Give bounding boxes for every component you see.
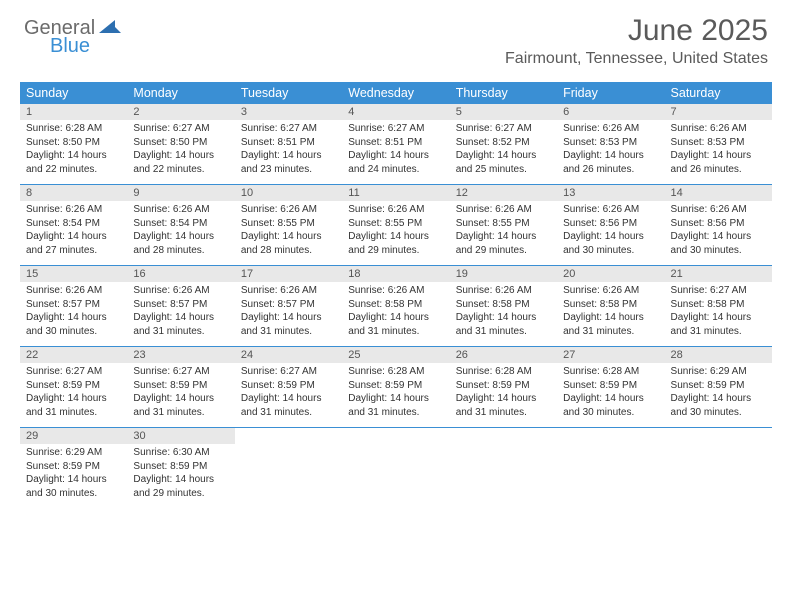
weekday-header: Wednesday bbox=[342, 82, 449, 104]
day-number-cell: 30 bbox=[127, 428, 234, 444]
day-number-cell: 15 bbox=[20, 266, 127, 282]
day-data-row: Sunrise: 6:27 AMSunset: 8:59 PMDaylight:… bbox=[20, 363, 772, 428]
day-number-cell: 19 bbox=[450, 266, 557, 282]
weekday-header: Tuesday bbox=[235, 82, 342, 104]
day-data-cell: Sunrise: 6:26 AMSunset: 8:55 PMDaylight:… bbox=[342, 201, 449, 266]
day-number-cell: 25 bbox=[342, 347, 449, 363]
day-data-cell: Sunrise: 6:28 AMSunset: 8:59 PMDaylight:… bbox=[557, 363, 664, 428]
logo-sail-icon bbox=[99, 18, 121, 38]
day-data-cell: Sunrise: 6:26 AMSunset: 8:58 PMDaylight:… bbox=[342, 282, 449, 347]
day-data-cell: Sunrise: 6:26 AMSunset: 8:57 PMDaylight:… bbox=[20, 282, 127, 347]
day-number-cell: 3 bbox=[235, 104, 342, 120]
day-number-cell: 13 bbox=[557, 185, 664, 201]
weekday-header: Sunday bbox=[20, 82, 127, 104]
day-data-cell: Sunrise: 6:30 AMSunset: 8:59 PMDaylight:… bbox=[127, 444, 234, 508]
logo-text: General Blue bbox=[24, 18, 121, 56]
day-number-row: 22232425262728 bbox=[20, 347, 772, 363]
day-data-cell bbox=[235, 444, 342, 508]
day-number-cell: 28 bbox=[665, 347, 772, 363]
day-data-cell: Sunrise: 6:28 AMSunset: 8:59 PMDaylight:… bbox=[342, 363, 449, 428]
logo-word-blue: Blue bbox=[50, 36, 121, 56]
day-number-cell: 24 bbox=[235, 347, 342, 363]
day-data-cell: Sunrise: 6:27 AMSunset: 8:59 PMDaylight:… bbox=[127, 363, 234, 428]
day-number-cell: 5 bbox=[450, 104, 557, 120]
day-number-cell: 26 bbox=[450, 347, 557, 363]
day-data-cell: Sunrise: 6:26 AMSunset: 8:53 PMDaylight:… bbox=[665, 120, 772, 185]
calendar-table: Sunday Monday Tuesday Wednesday Thursday… bbox=[20, 82, 772, 508]
weekday-header: Friday bbox=[557, 82, 664, 104]
day-data-row: Sunrise: 6:26 AMSunset: 8:54 PMDaylight:… bbox=[20, 201, 772, 266]
day-number-cell bbox=[235, 428, 342, 444]
day-data-cell: Sunrise: 6:26 AMSunset: 8:54 PMDaylight:… bbox=[20, 201, 127, 266]
day-number-cell: 12 bbox=[450, 185, 557, 201]
day-number-cell: 18 bbox=[342, 266, 449, 282]
title-block: June 2025 Fairmount, Tennessee, United S… bbox=[505, 14, 768, 68]
day-data-cell: Sunrise: 6:26 AMSunset: 8:56 PMDaylight:… bbox=[665, 201, 772, 266]
day-data-cell bbox=[450, 444, 557, 508]
weekday-header: Monday bbox=[127, 82, 234, 104]
logo: General Blue bbox=[24, 18, 121, 56]
day-number-cell: 4 bbox=[342, 104, 449, 120]
day-data-cell: Sunrise: 6:26 AMSunset: 8:56 PMDaylight:… bbox=[557, 201, 664, 266]
day-data-cell: Sunrise: 6:26 AMSunset: 8:54 PMDaylight:… bbox=[127, 201, 234, 266]
day-number-cell: 16 bbox=[127, 266, 234, 282]
day-data-cell: Sunrise: 6:26 AMSunset: 8:55 PMDaylight:… bbox=[235, 201, 342, 266]
day-number-row: 15161718192021 bbox=[20, 266, 772, 282]
day-data-cell: Sunrise: 6:27 AMSunset: 8:52 PMDaylight:… bbox=[450, 120, 557, 185]
day-number-cell: 10 bbox=[235, 185, 342, 201]
day-number-cell: 17 bbox=[235, 266, 342, 282]
day-number-cell: 6 bbox=[557, 104, 664, 120]
day-data-cell: Sunrise: 6:26 AMSunset: 8:58 PMDaylight:… bbox=[557, 282, 664, 347]
day-number-cell: 22 bbox=[20, 347, 127, 363]
day-data-cell: Sunrise: 6:27 AMSunset: 8:51 PMDaylight:… bbox=[342, 120, 449, 185]
day-data-cell bbox=[342, 444, 449, 508]
month-title: June 2025 bbox=[505, 14, 768, 48]
day-data-cell: Sunrise: 6:27 AMSunset: 8:58 PMDaylight:… bbox=[665, 282, 772, 347]
day-number-cell: 27 bbox=[557, 347, 664, 363]
day-number-cell bbox=[557, 428, 664, 444]
day-number-cell bbox=[450, 428, 557, 444]
day-number-cell bbox=[665, 428, 772, 444]
day-number-cell: 2 bbox=[127, 104, 234, 120]
day-number-row: 891011121314 bbox=[20, 185, 772, 201]
day-number-cell: 7 bbox=[665, 104, 772, 120]
day-data-cell: Sunrise: 6:26 AMSunset: 8:53 PMDaylight:… bbox=[557, 120, 664, 185]
weekday-header-row: Sunday Monday Tuesday Wednesday Thursday… bbox=[20, 82, 772, 104]
day-data-row: Sunrise: 6:26 AMSunset: 8:57 PMDaylight:… bbox=[20, 282, 772, 347]
weekday-header: Thursday bbox=[450, 82, 557, 104]
day-data-cell: Sunrise: 6:26 AMSunset: 8:57 PMDaylight:… bbox=[127, 282, 234, 347]
day-data-cell: Sunrise: 6:26 AMSunset: 8:57 PMDaylight:… bbox=[235, 282, 342, 347]
day-number-cell: 20 bbox=[557, 266, 664, 282]
day-number-cell: 23 bbox=[127, 347, 234, 363]
day-number-cell bbox=[342, 428, 449, 444]
day-number-cell: 8 bbox=[20, 185, 127, 201]
day-data-cell bbox=[557, 444, 664, 508]
day-number-cell: 11 bbox=[342, 185, 449, 201]
day-number-cell: 21 bbox=[665, 266, 772, 282]
day-data-cell: Sunrise: 6:28 AMSunset: 8:50 PMDaylight:… bbox=[20, 120, 127, 185]
day-number-cell: 14 bbox=[665, 185, 772, 201]
day-data-cell: Sunrise: 6:26 AMSunset: 8:58 PMDaylight:… bbox=[450, 282, 557, 347]
location: Fairmount, Tennessee, United States bbox=[505, 50, 768, 68]
day-data-cell: Sunrise: 6:27 AMSunset: 8:59 PMDaylight:… bbox=[20, 363, 127, 428]
weekday-header: Saturday bbox=[665, 82, 772, 104]
day-number-cell: 1 bbox=[20, 104, 127, 120]
day-data-row: Sunrise: 6:29 AMSunset: 8:59 PMDaylight:… bbox=[20, 444, 772, 508]
day-number-cell: 29 bbox=[20, 428, 127, 444]
day-data-cell bbox=[665, 444, 772, 508]
day-number-row: 1234567 bbox=[20, 104, 772, 120]
header: General Blue June 2025 Fairmount, Tennes… bbox=[0, 0, 792, 74]
day-data-cell: Sunrise: 6:29 AMSunset: 8:59 PMDaylight:… bbox=[20, 444, 127, 508]
day-data-cell: Sunrise: 6:29 AMSunset: 8:59 PMDaylight:… bbox=[665, 363, 772, 428]
day-data-cell: Sunrise: 6:28 AMSunset: 8:59 PMDaylight:… bbox=[450, 363, 557, 428]
day-number-row: 2930 bbox=[20, 428, 772, 444]
day-data-row: Sunrise: 6:28 AMSunset: 8:50 PMDaylight:… bbox=[20, 120, 772, 185]
day-data-cell: Sunrise: 6:27 AMSunset: 8:50 PMDaylight:… bbox=[127, 120, 234, 185]
day-data-cell: Sunrise: 6:27 AMSunset: 8:59 PMDaylight:… bbox=[235, 363, 342, 428]
day-data-cell: Sunrise: 6:27 AMSunset: 8:51 PMDaylight:… bbox=[235, 120, 342, 185]
day-number-cell: 9 bbox=[127, 185, 234, 201]
day-data-cell: Sunrise: 6:26 AMSunset: 8:55 PMDaylight:… bbox=[450, 201, 557, 266]
